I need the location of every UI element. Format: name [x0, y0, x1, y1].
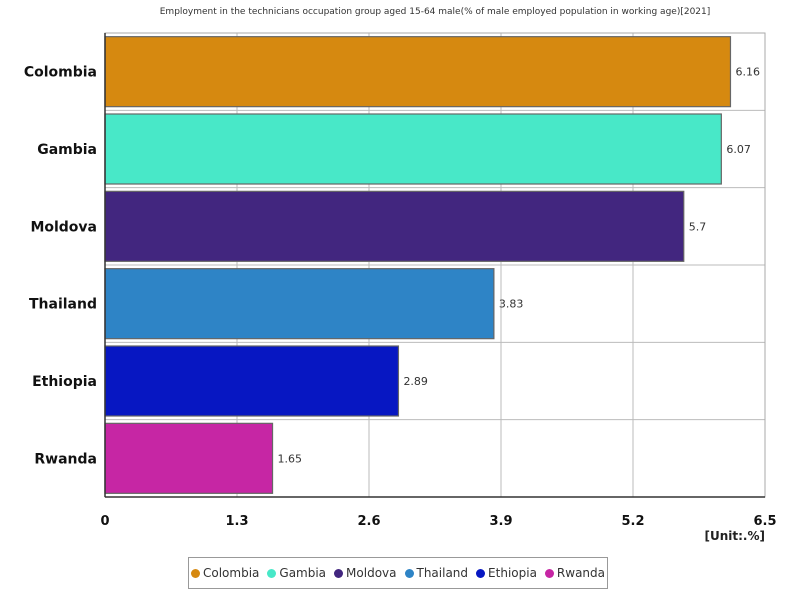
chart-title: Employment in the technicians occupation…	[159, 7, 711, 17]
legend-label: Ethiopia	[488, 566, 537, 580]
x-tick-label: 2.6	[357, 514, 380, 529]
bar-rwanda	[104, 422, 274, 494]
value-label-thailand: 3.83	[499, 298, 524, 311]
legend: Colombia Gambia Moldova Thailand Ethiopia Rwa…	[188, 557, 608, 589]
bar-gambia	[104, 113, 722, 185]
bar-colombia	[104, 36, 732, 108]
x-tick-label: 6.5	[753, 514, 776, 529]
legend-label: Gambia	[279, 566, 327, 580]
legend-swatch	[267, 568, 277, 578]
legend-label: Thailand	[416, 566, 469, 580]
x-tick-label: 0	[100, 514, 109, 529]
bar-ethiopia	[104, 345, 400, 417]
category-label-ethiopia: Ethiopia	[32, 374, 97, 390]
category-label-thailand: Thailand	[29, 297, 97, 313]
legend-item-moldova: Moldova	[334, 566, 397, 580]
value-label-colombia: 6.16	[735, 66, 760, 79]
bar-moldova	[104, 190, 685, 262]
legend-item-colombia: Colombia	[191, 566, 259, 580]
category-label-colombia: Colombia	[24, 65, 97, 81]
x-tick-label: 3.9	[489, 514, 512, 529]
bar-thailand	[104, 268, 495, 340]
legend-label: Rwanda	[556, 566, 606, 580]
legend-swatch	[334, 568, 344, 578]
category-label-moldova: Moldova	[30, 219, 97, 235]
legend-swatch	[476, 568, 486, 578]
legend-swatch	[404, 568, 414, 578]
value-label-ethiopia: 2.89	[403, 375, 428, 388]
legend-swatch	[191, 568, 200, 578]
legend-label: Colombia	[203, 566, 260, 580]
value-label-gambia: 6.07	[726, 143, 751, 156]
category-label-gambia: Gambia	[37, 142, 97, 158]
legend-swatch	[544, 568, 554, 578]
legend-item-thailand: Thailand	[404, 566, 469, 580]
value-label-moldova: 5.7	[689, 220, 707, 233]
unit-label: [Unit:.%]	[704, 529, 766, 543]
legend-item-rwanda: Rwanda	[544, 566, 606, 580]
legend-item-gambia: Gambia	[267, 566, 326, 580]
legend-label: Moldova	[346, 566, 397, 580]
legend-item-ethiopia: Ethiopia	[476, 566, 537, 580]
value-label-rwanda: 1.65	[278, 452, 303, 465]
x-tick-label: 5.2	[621, 514, 644, 529]
x-tick-label: 1.3	[225, 514, 248, 529]
category-label-rwanda: Rwanda	[34, 451, 97, 467]
